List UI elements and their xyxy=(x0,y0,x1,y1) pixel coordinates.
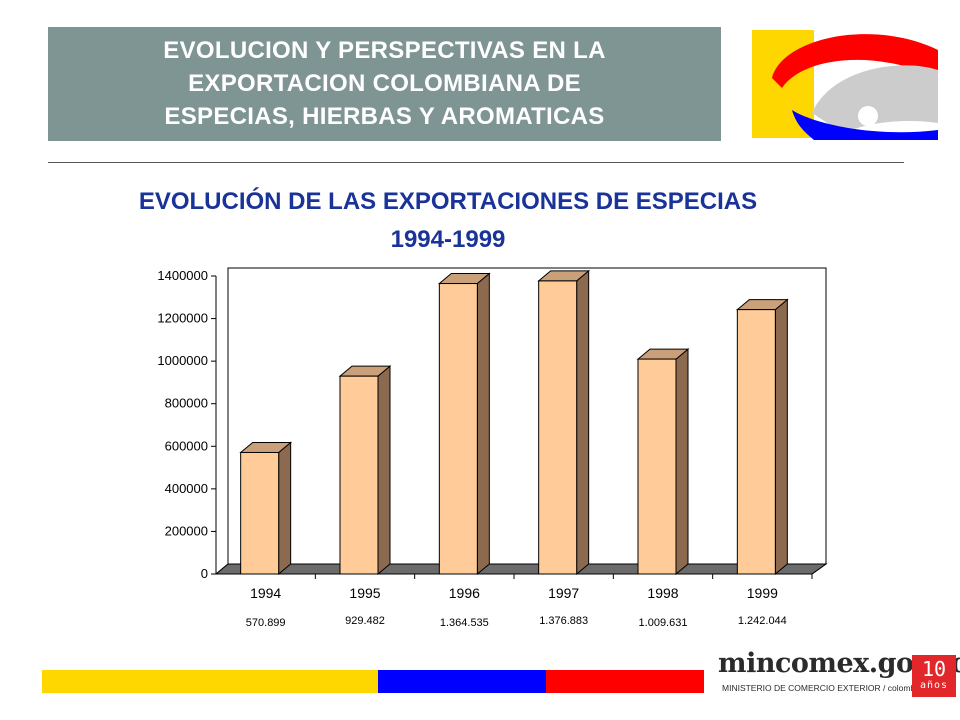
bar-side-1995 xyxy=(377,365,391,576)
anniversary-badge: 10 años xyxy=(912,655,956,697)
header-line-1: EVOLUCION Y PERSPECTIVAS EN LA xyxy=(163,37,606,64)
bar-1999 xyxy=(736,309,776,575)
ministry-logo-icon xyxy=(752,28,938,140)
badge-text: años xyxy=(919,680,949,691)
bar-side-1996 xyxy=(476,272,490,576)
plot-area xyxy=(214,267,827,575)
bar-top-1996 xyxy=(437,273,491,285)
data-label-1996: 1.364.535 xyxy=(440,617,489,629)
y-tick-label: 400000 xyxy=(165,481,208,496)
y-tick-label: 1400000 xyxy=(157,268,208,283)
x-tick-label-1994: 1994 xyxy=(250,585,281,601)
bar-top-1997 xyxy=(537,270,591,282)
badge-number: 10 xyxy=(921,657,947,681)
bar-1996 xyxy=(438,283,478,575)
chart-floor xyxy=(214,563,828,575)
x-tick-label-1998: 1998 xyxy=(647,585,678,601)
footer-stripe-yellow xyxy=(42,670,378,693)
x-tick-label-1997: 1997 xyxy=(548,585,579,601)
data-label-1999: 1.242.044 xyxy=(738,615,787,627)
bar-1994 xyxy=(240,451,280,575)
data-label-1994: 570.899 xyxy=(246,617,286,629)
footer-stripe-red xyxy=(546,670,704,693)
bar-top-1994 xyxy=(239,441,293,453)
bar-top-1995 xyxy=(338,365,392,377)
data-label-1997: 1.376.883 xyxy=(539,615,588,627)
bar-side-1998 xyxy=(675,348,689,576)
bar-1998 xyxy=(637,358,677,575)
y-tick-label: 600000 xyxy=(165,438,208,453)
header-line-3: ESPECIAS, HIERBAS Y AROMATICAS xyxy=(164,103,605,130)
data-label-1995: 929.482 xyxy=(345,615,385,627)
bar-top-1999 xyxy=(735,299,789,311)
y-tick-label: 800000 xyxy=(165,396,208,411)
x-tick-label-1996: 1996 xyxy=(449,585,480,601)
y-tick-label: 200000 xyxy=(165,523,208,538)
bar-top-1998 xyxy=(636,348,690,360)
slide-title: EVOLUCIÓN DE LAS EXPORTACIONES DE ESPECI… xyxy=(0,183,896,259)
bar-side-1994 xyxy=(278,441,292,576)
header-title-box: EVOLUCION Y PERSPECTIVAS EN LA EXPORTACI… xyxy=(48,27,721,141)
slide-title-line-2: 1994-1999 xyxy=(390,226,506,253)
bar-1997 xyxy=(538,280,578,575)
bar-1995 xyxy=(339,375,379,575)
data-label-1998: 1.009.631 xyxy=(639,617,688,629)
brand-subtitle: MINISTERIO DE COMERCIO EXTERIOR / colomb… xyxy=(722,683,922,693)
bar-side-1999 xyxy=(774,298,788,576)
header-divider xyxy=(48,162,904,163)
slide-title-line-1: EVOLUCIÓN DE LAS EXPORTACIONES DE ESPECI… xyxy=(138,188,758,215)
header-line-2: EXPORTACION COLOMBIANA DE xyxy=(188,70,581,97)
y-tick-label: 1000000 xyxy=(157,353,208,368)
x-tick-label-1995: 1995 xyxy=(349,585,380,601)
bar-side-1997 xyxy=(576,269,590,576)
y-tick-label: 0 xyxy=(201,566,208,581)
footer-stripe-blue xyxy=(378,670,546,693)
y-tick-label: 1200000 xyxy=(157,311,208,326)
x-tick-label-1999: 1999 xyxy=(747,585,778,601)
